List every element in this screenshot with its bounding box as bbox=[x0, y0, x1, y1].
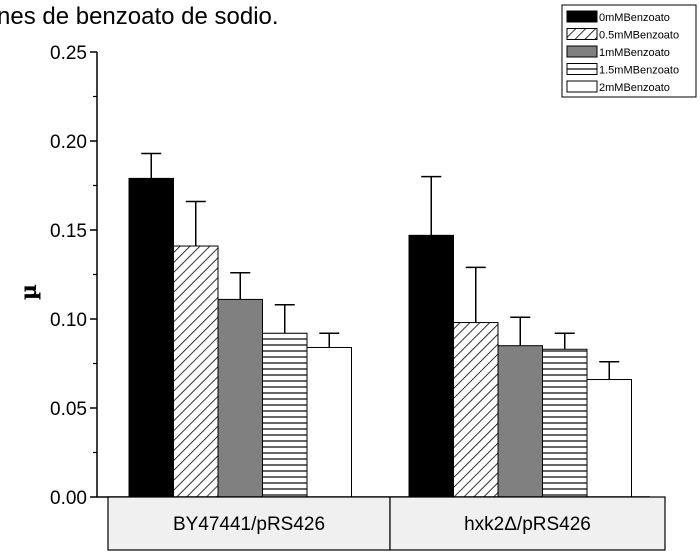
y-axis-label: µ bbox=[16, 284, 42, 300]
y-tick-label: 0.20 bbox=[50, 132, 87, 153]
legend-swatch bbox=[566, 10, 598, 23]
category-label: BY47441/pRS426 bbox=[173, 514, 325, 535]
legend: 0mMBenzoato 0.5mMBenzoato 1mMBenzoato 1.5mM… bbox=[561, 4, 697, 98]
plot-area: 0.00 0.05 0.10 0.15 0.20 0.25 µ BY47441/pRS426 h… bbox=[16, 43, 666, 551]
y-tick-label: 0.10 bbox=[50, 310, 87, 331]
bar bbox=[497, 345, 543, 498]
bar bbox=[453, 322, 499, 498]
legend-label: 0.5mMBenzoato bbox=[599, 30, 679, 42]
y-tick-label: 0.00 bbox=[50, 488, 87, 509]
chart-title: nes de benzoato de sodio. bbox=[0, 3, 279, 30]
category-band bbox=[389, 496, 666, 551]
legend-swatch bbox=[566, 45, 598, 58]
y-tick-label: 0.15 bbox=[50, 221, 87, 242]
bar bbox=[408, 234, 454, 498]
legend-swatch bbox=[566, 63, 598, 75]
y-tick-label: 0.25 bbox=[50, 43, 87, 64]
legend-swatch bbox=[566, 80, 598, 93]
category-label: hxk2Δ/pRS426 bbox=[464, 514, 591, 535]
bar bbox=[173, 245, 219, 498]
legend-label: 0mMBenzoato bbox=[599, 12, 670, 24]
legend-swatch bbox=[566, 28, 598, 40]
y-tick-label: 0.05 bbox=[50, 399, 87, 420]
legend-label: 1mMBenzoato bbox=[599, 47, 670, 59]
bar bbox=[306, 346, 352, 498]
legend-label: 1.5mMBenzoato bbox=[599, 65, 679, 77]
bar bbox=[128, 177, 174, 498]
bar bbox=[542, 348, 588, 498]
bar bbox=[217, 298, 263, 498]
bar bbox=[262, 332, 308, 498]
bar bbox=[586, 379, 632, 498]
legend-label: 2mMBenzoato bbox=[599, 82, 670, 94]
